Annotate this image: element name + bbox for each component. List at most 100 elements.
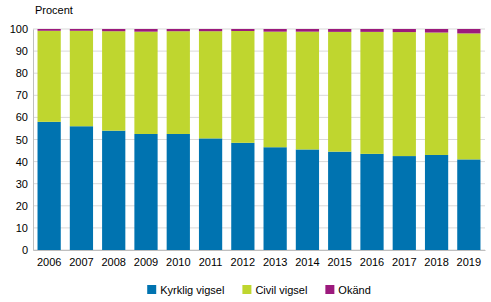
- x-tick-label: 2017: [392, 256, 416, 268]
- legend-label: Okänd: [338, 284, 370, 296]
- legend-label: Civil vigsel: [255, 284, 307, 296]
- x-tick: 2016: [360, 250, 384, 268]
- x-tick-label: 2014: [295, 256, 319, 268]
- bar: [425, 155, 448, 250]
- y-tick: 20: [16, 200, 33, 212]
- bar: [231, 143, 254, 250]
- bar: [457, 159, 480, 250]
- series-bars: [38, 31, 481, 160]
- x-tick-label: 2010: [166, 256, 190, 268]
- bar: [167, 31, 190, 134]
- bar: [457, 33, 480, 159]
- bar: [393, 32, 416, 156]
- x-tick-label: 2016: [360, 256, 384, 268]
- bar: [264, 147, 287, 250]
- bar: [167, 29, 190, 31]
- x-tick-label: 2008: [101, 256, 125, 268]
- bar: [296, 149, 319, 250]
- y-tick: 90: [16, 45, 33, 57]
- grid-line: [33, 95, 485, 96]
- bar: [231, 31, 254, 143]
- grid-line: [33, 73, 485, 74]
- bar: [38, 29, 61, 31]
- y-tick-label: 10: [16, 222, 28, 234]
- x-tick-label: 2007: [69, 256, 93, 268]
- x-tick: 2018: [424, 250, 448, 268]
- x-axis-line: [34, 250, 486, 251]
- bar: [328, 29, 351, 32]
- y-tick: 60: [16, 111, 33, 123]
- grid-line: [33, 227, 485, 228]
- x-tick: 2006: [37, 250, 61, 268]
- legend-item: Okänd: [325, 284, 370, 296]
- x-tick-label: 2013: [263, 256, 287, 268]
- series-bars: [38, 29, 481, 33]
- grid: [33, 29, 485, 250]
- y-tick-label: 40: [16, 156, 28, 168]
- x-tick-label: 2018: [424, 256, 448, 268]
- y-tick-label: 100: [10, 23, 28, 35]
- legend-swatch: [325, 285, 334, 294]
- x-tick: 2012: [231, 250, 255, 268]
- y-tick: 50: [16, 134, 33, 146]
- bar: [102, 131, 125, 250]
- grid-line: [33, 117, 485, 118]
- x-tick-label: 2011: [199, 256, 223, 268]
- x-tick: 2007: [69, 250, 93, 268]
- y-tick: 80: [16, 67, 33, 79]
- legend-item: Civil vigsel: [242, 284, 307, 296]
- legend-swatch: [242, 285, 251, 294]
- y-tick-label: 60: [16, 111, 28, 123]
- grid-line: [33, 51, 485, 52]
- x-tick: 2019: [457, 250, 481, 268]
- x-tick: 2013: [263, 250, 287, 268]
- legend-label: Kyrklig vigsel: [160, 284, 224, 296]
- x-tick-label: 2012: [231, 256, 255, 268]
- plot-area: 0102030405060708090100200620072008200920…: [10, 23, 486, 268]
- bar: [360, 32, 383, 154]
- y-tick-label: 20: [16, 200, 28, 212]
- x-tick: 2017: [392, 250, 416, 268]
- y-tick-label: 0: [22, 244, 28, 256]
- x-tick: 2011: [199, 250, 223, 268]
- y-tick-label: 30: [16, 178, 28, 190]
- legend: Kyrklig vigsel Civil vigsel Okänd: [147, 284, 371, 296]
- chart: 0102030405060708090100200620072008200920…: [0, 0, 491, 302]
- bar: [102, 31, 125, 130]
- x-axis: 2006 2007 2008 2009 2010 2011 2012 2013 2014 2015…: [34, 250, 486, 268]
- x-tick: 2010: [166, 250, 190, 268]
- bar: [393, 156, 416, 250]
- x-tick: 2009: [134, 250, 158, 268]
- bar: [264, 32, 287, 148]
- bar: [70, 126, 93, 250]
- bar: [102, 29, 125, 31]
- y-tick: 0: [22, 244, 33, 256]
- y-axis-title: Procent: [35, 4, 73, 16]
- y-axis: 0102030405060708090100: [10, 23, 34, 256]
- bar: [425, 33, 448, 155]
- bar: [199, 31, 222, 138]
- x-tick-label: 2006: [37, 256, 61, 268]
- bar: [167, 134, 190, 250]
- y-axis-line: [33, 30, 34, 251]
- bar: [70, 29, 93, 31]
- x-tick: 2015: [327, 250, 351, 268]
- y-tick: 100: [10, 23, 33, 35]
- bar: [360, 154, 383, 250]
- bar: [199, 138, 222, 250]
- y-tick-label: 90: [16, 45, 28, 57]
- grid-line: [33, 205, 485, 206]
- bar: [38, 31, 61, 122]
- bar: [134, 29, 157, 32]
- y-tick: 40: [16, 156, 33, 168]
- x-tick-label: 2015: [327, 256, 351, 268]
- x-tick-label: 2009: [134, 256, 158, 268]
- bars: [38, 29, 481, 250]
- bar: [296, 32, 319, 150]
- y-tick: 30: [16, 178, 33, 190]
- grid-line: [33, 29, 485, 30]
- grid-line: [33, 139, 485, 140]
- grid-line: [33, 161, 485, 162]
- bar: [296, 29, 319, 32]
- bar: [328, 152, 351, 250]
